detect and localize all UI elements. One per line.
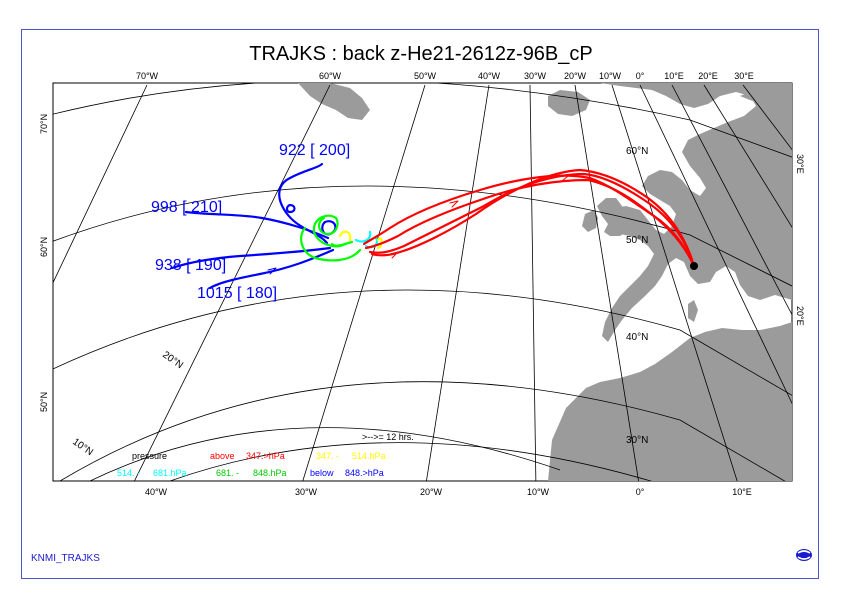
start-label-1015: 1015 [ 180] — [197, 285, 277, 302]
lon-label-top-30w: 30°W — [524, 71, 547, 81]
lat-label-left-50n: 50°N — [39, 392, 49, 412]
lat-label-left-60n: 60°N — [39, 237, 49, 257]
lat-label-40n-inner: 40°N — [626, 332, 648, 343]
lon-label-top-0: 0° — [636, 71, 645, 81]
lon-labels-bottom: 40°W 30°W 20°W 10°W 0° 10°E — [145, 487, 752, 497]
lon-label-top-60w: 60°W — [319, 71, 342, 81]
lon-label-top-30e: 30°E — [734, 71, 754, 81]
legend-band2: 347. - — [316, 451, 339, 461]
lat-labels-left: 70°N 60°N 50°N — [39, 114, 49, 412]
start-point — [690, 262, 698, 270]
lon-label-right-20e: 20°E — [795, 306, 805, 326]
lon-label-top-20w: 20°W — [564, 71, 587, 81]
lon-label-right-30e: 30°E — [795, 154, 805, 174]
lat-label-left-70n: 70°N — [39, 114, 49, 134]
start-label-938: 938 [ 190] — [155, 257, 226, 274]
lon-label-bottom-30w: 30°W — [295, 487, 318, 497]
trajectory-red-3 — [368, 172, 696, 268]
lon-label-bottom-20w: 20°W — [420, 487, 443, 497]
legend-above-range: 347.>hPa — [246, 451, 285, 461]
lon-label-top-70w: 70°W — [136, 71, 159, 81]
lon-labels-top: 70°W 60°W 50°W 40°W 30°W 20°W 10°W 0° 10… — [136, 71, 754, 81]
trajectory-red-4 — [370, 168, 696, 268]
legend-pressure: pressure — [132, 451, 167, 461]
map-title: TRAJKS : back z-He21-2612z-96B_cP — [249, 43, 593, 65]
lon-label-top-10w: 10°W — [599, 71, 622, 81]
trajectory-998 — [184, 210, 330, 240]
knmi-logo-icon — [796, 549, 812, 561]
lon-label-top-20e: 20°E — [698, 71, 718, 81]
land-masses — [298, 83, 792, 481]
legend-below: below — [310, 468, 334, 478]
legend-band3-range: 681.hPa — [153, 468, 187, 478]
legend-band2-range: 514.hPa — [352, 451, 386, 461]
map-frame — [21, 29, 819, 579]
legend-band3: 514. - — [117, 468, 140, 478]
legend-band4-range: 848.hPa — [253, 468, 287, 478]
trajectories — [170, 162, 696, 290]
start-label-998: 998 [ 210] — [151, 199, 222, 216]
legend-above: above — [210, 451, 235, 461]
latitude-grid — [53, 83, 792, 481]
trajectory-red-2 — [364, 178, 696, 268]
lon-label-top-50w: 50°W — [414, 71, 437, 81]
footer-label: KNMI_TRAJKS — [31, 553, 100, 564]
lat-label-60n-inner: 60°N — [626, 146, 648, 157]
lon-label-bottom-10e: 10°E — [732, 487, 752, 497]
lon-label-bottom-0: 0° — [636, 487, 645, 497]
start-labels: 922 [ 200] 998 [ 210] 938 [ 190] 1015 [ … — [151, 142, 350, 302]
lat-label-50n-inner: 50°N — [626, 235, 648, 246]
lon-label-bottom-40w: 40°W — [145, 487, 168, 497]
longitude-grid — [53, 84, 792, 481]
legend-interval: >-->= 12 hrs. — [362, 432, 414, 442]
legend-below-range: 848.>hPa — [345, 468, 384, 478]
lon-label-top-10e: 10°E — [664, 71, 684, 81]
lat-labels-right: 30°E 20°E — [795, 154, 805, 326]
legend: >-->= 12 hrs. pressure above 347.>hPa 34… — [117, 432, 414, 478]
lon-label-top-40w: 40°W — [478, 71, 501, 81]
legend-band4: 681. - — [216, 468, 239, 478]
lat-label-30n-inner: 30°N — [626, 435, 648, 446]
lon-label-bottom-10w: 10°W — [527, 487, 550, 497]
start-label-922: 922 [ 200] — [279, 142, 350, 159]
